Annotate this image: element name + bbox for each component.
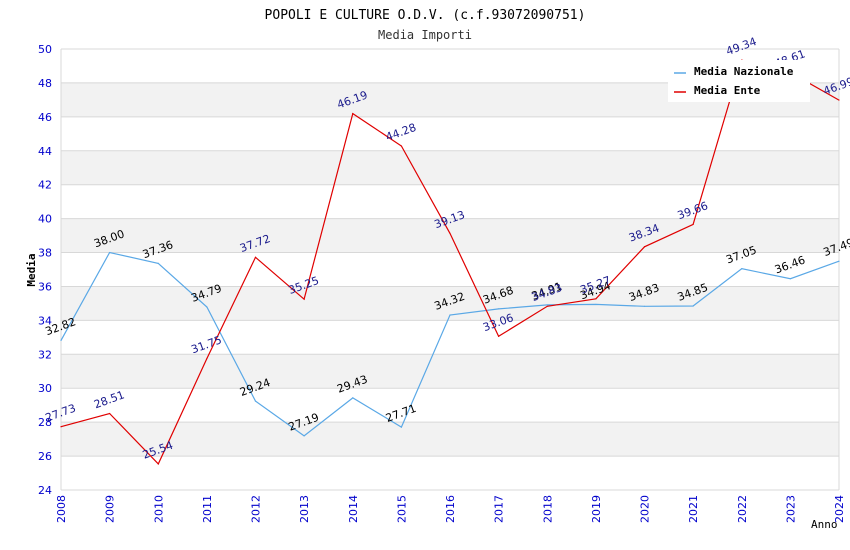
x-tick-label: 2010 <box>152 495 165 523</box>
chart-subtitle: Media Importi <box>378 28 472 42</box>
y-tick-label: 26 <box>38 450 52 463</box>
y-tick-label: 24 <box>38 484 52 497</box>
data-label: 31.75 <box>189 333 223 356</box>
data-label: 44.28 <box>384 121 418 144</box>
chart-title: POPOLI E CULTURE O.D.V. (c.f.93072090751… <box>265 8 586 23</box>
data-point <box>643 246 646 248</box>
data-point <box>789 278 791 280</box>
data-point <box>498 335 500 337</box>
data-point <box>60 339 62 341</box>
data-point <box>206 306 208 308</box>
y-tick-label: 38 <box>38 247 52 260</box>
data-point <box>352 397 354 399</box>
y-tick-label: 34 <box>38 314 52 327</box>
y-axis-label: Media <box>25 253 38 286</box>
y-tick-label: 48 <box>38 77 52 90</box>
y-tick-label: 50 <box>38 43 52 56</box>
data-point <box>546 305 548 307</box>
data-point <box>838 260 840 262</box>
series-line-media-nazionale <box>60 251 840 437</box>
data-point <box>109 412 111 415</box>
data-point <box>498 308 500 310</box>
legend: Media Nazionale Media Ente <box>668 60 810 102</box>
x-tick-label: 2016 <box>444 495 457 523</box>
legend-label-nazionale: Media Nazionale <box>694 65 794 78</box>
series-line-media-ente <box>60 59 840 465</box>
data-point <box>400 145 402 147</box>
data-point <box>449 232 451 234</box>
background-bands <box>61 82 839 457</box>
data-point <box>838 99 840 101</box>
data-point <box>741 268 743 270</box>
data-point <box>157 262 159 264</box>
x-tick-label: 2021 <box>687 495 700 523</box>
data-point <box>595 303 597 306</box>
legend-label-ente: Media Ente <box>694 84 761 97</box>
y-tick-label: 42 <box>38 179 52 192</box>
data-point <box>303 298 305 300</box>
x-tick-label: 2009 <box>104 495 117 523</box>
x-tick-label: 2011 <box>201 495 214 523</box>
legend-box <box>668 60 810 102</box>
y-tick-label: 44 <box>38 145 52 158</box>
x-axis-label: Anno <box>811 518 838 531</box>
data-point <box>643 305 646 307</box>
x-tick-label: 2020 <box>639 495 652 523</box>
x-tick-label: 2008 <box>55 495 68 523</box>
x-tick-label: 2015 <box>395 495 408 523</box>
data-point <box>254 400 257 402</box>
data-label: 27.71 <box>384 402 418 425</box>
x-tick-label: 2017 <box>493 495 506 523</box>
y-tick-label: 46 <box>38 111 52 124</box>
series-lines <box>60 59 840 465</box>
data-point <box>692 305 694 307</box>
x-tick-label: 2024 <box>833 495 846 523</box>
data-point <box>595 298 597 300</box>
data-label: 49.34 <box>724 35 758 58</box>
x-axis-ticks: 2008 2009 2010 2011 2012 2013 2014 2015 2016 2017… <box>55 495 846 523</box>
data-point <box>109 251 111 254</box>
data-point <box>157 463 159 465</box>
y-tick-label: 36 <box>38 280 52 293</box>
data-point <box>206 357 208 360</box>
grid-band <box>61 218 839 253</box>
y-tick-label: 40 <box>38 213 52 226</box>
x-tick-label: 2022 <box>736 495 749 523</box>
x-tick-label: 2023 <box>784 495 797 523</box>
x-tick-label: 2014 <box>347 495 360 523</box>
data-label: 36.46 <box>773 253 807 276</box>
data-point <box>352 113 354 115</box>
data-point <box>692 223 694 225</box>
data-point <box>60 426 62 428</box>
x-tick-label: 2018 <box>541 495 554 523</box>
x-tick-label: 2019 <box>590 495 603 523</box>
y-tick-label: 32 <box>38 348 52 361</box>
grid-band <box>61 422 839 457</box>
x-tick-label: 2013 <box>298 495 311 523</box>
grid-band <box>61 150 839 185</box>
y-tick-label: 28 <box>38 416 52 429</box>
y-axis-ticks: 24 26 28 30 32 34 36 38 40 42 44 46 48 50 <box>38 43 52 497</box>
data-point <box>546 304 548 306</box>
grid-band <box>61 354 839 389</box>
data-point <box>449 314 451 316</box>
data-label: 28.51 <box>92 388 126 411</box>
data-point <box>400 426 402 428</box>
x-tick-label: 2012 <box>250 495 263 523</box>
data-point <box>254 256 257 258</box>
y-tick-label: 30 <box>38 382 52 395</box>
data-point <box>303 435 305 437</box>
